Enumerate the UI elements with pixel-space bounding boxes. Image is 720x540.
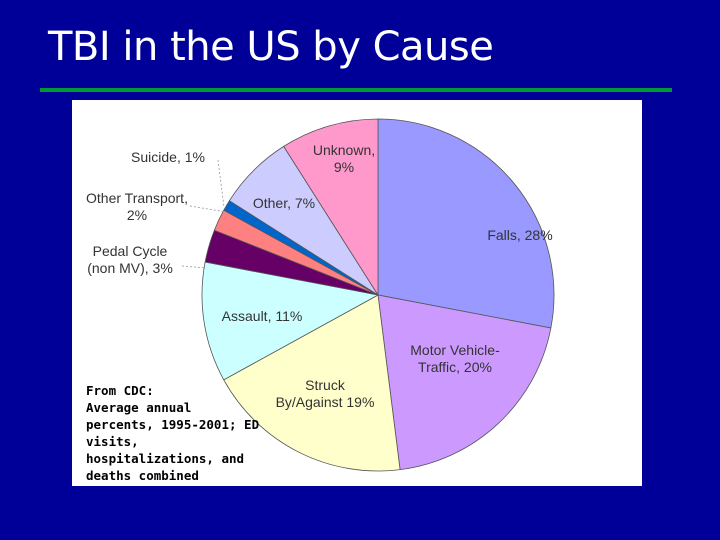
pie-slice-motor-vehicle-traffic — [377, 294, 552, 471]
source-note: From CDC: Average annual percents, 1995-… — [86, 383, 260, 483]
pie-slice-unknown — [283, 118, 379, 297]
slice-label-line: 9% — [334, 159, 354, 175]
pie-chart: Falls, 28% Motor Vehicle-Traffic, 20% Stru… — [86, 118, 555, 472]
slice-label-line: Assault, 11% — [222, 308, 303, 324]
slice-label-line: Traffic, 20% — [418, 359, 492, 375]
leader-line — [181, 265, 207, 269]
slice-label-unknown: Unknown, 9% — [313, 142, 375, 175]
slice-label-suicide: Suicide, 1% — [131, 149, 205, 165]
pie-slice-assault — [201, 261, 380, 381]
slice-label-line: Other Transport, — [86, 190, 188, 206]
slice-label-line: Falls, 28% — [487, 227, 552, 243]
slice-label-line: By/Against 19% — [276, 394, 375, 410]
leader-line — [189, 205, 227, 213]
slice-label-line: (non MV), 3% — [87, 260, 173, 276]
slice-label-other-transport: Other Transport, 2% — [86, 190, 188, 223]
slice-label-motor-vehicle-traffic: Motor Vehicle-Traffic, 20% — [410, 342, 500, 375]
slice-label-line: 2% — [127, 207, 147, 223]
slice-label-assault: Assault, 11% — [222, 308, 303, 324]
pie-slice-struck-by-against — [223, 294, 401, 472]
pie-slice-falls — [377, 118, 555, 329]
slice-label-falls: Falls, 28% — [487, 227, 552, 243]
slice-label-line: Suicide, 1% — [131, 149, 205, 165]
slice-label-line: Motor Vehicle- — [410, 342, 500, 358]
slice-label-line: Pedal Cycle — [93, 243, 168, 259]
slice-label-line: Unknown, — [313, 142, 375, 158]
slice-label-struck-by-against: Struck By/Against 19% — [276, 377, 375, 410]
slice-label-pedal-cycle-non-mv: Pedal Cycle (non MV), 3% — [87, 243, 173, 276]
slice-label-other: Other, 7% — [253, 195, 315, 211]
leader-line — [217, 159, 225, 208]
chart-panel: Falls, 28% Motor Vehicle-Traffic, 20% Stru… — [72, 100, 642, 486]
title-divider — [40, 88, 672, 92]
slide-title: TBI in the US by Cause — [48, 24, 494, 70]
slice-label-line: Other, 7% — [253, 195, 315, 211]
slice-label-line: Struck — [305, 377, 346, 393]
